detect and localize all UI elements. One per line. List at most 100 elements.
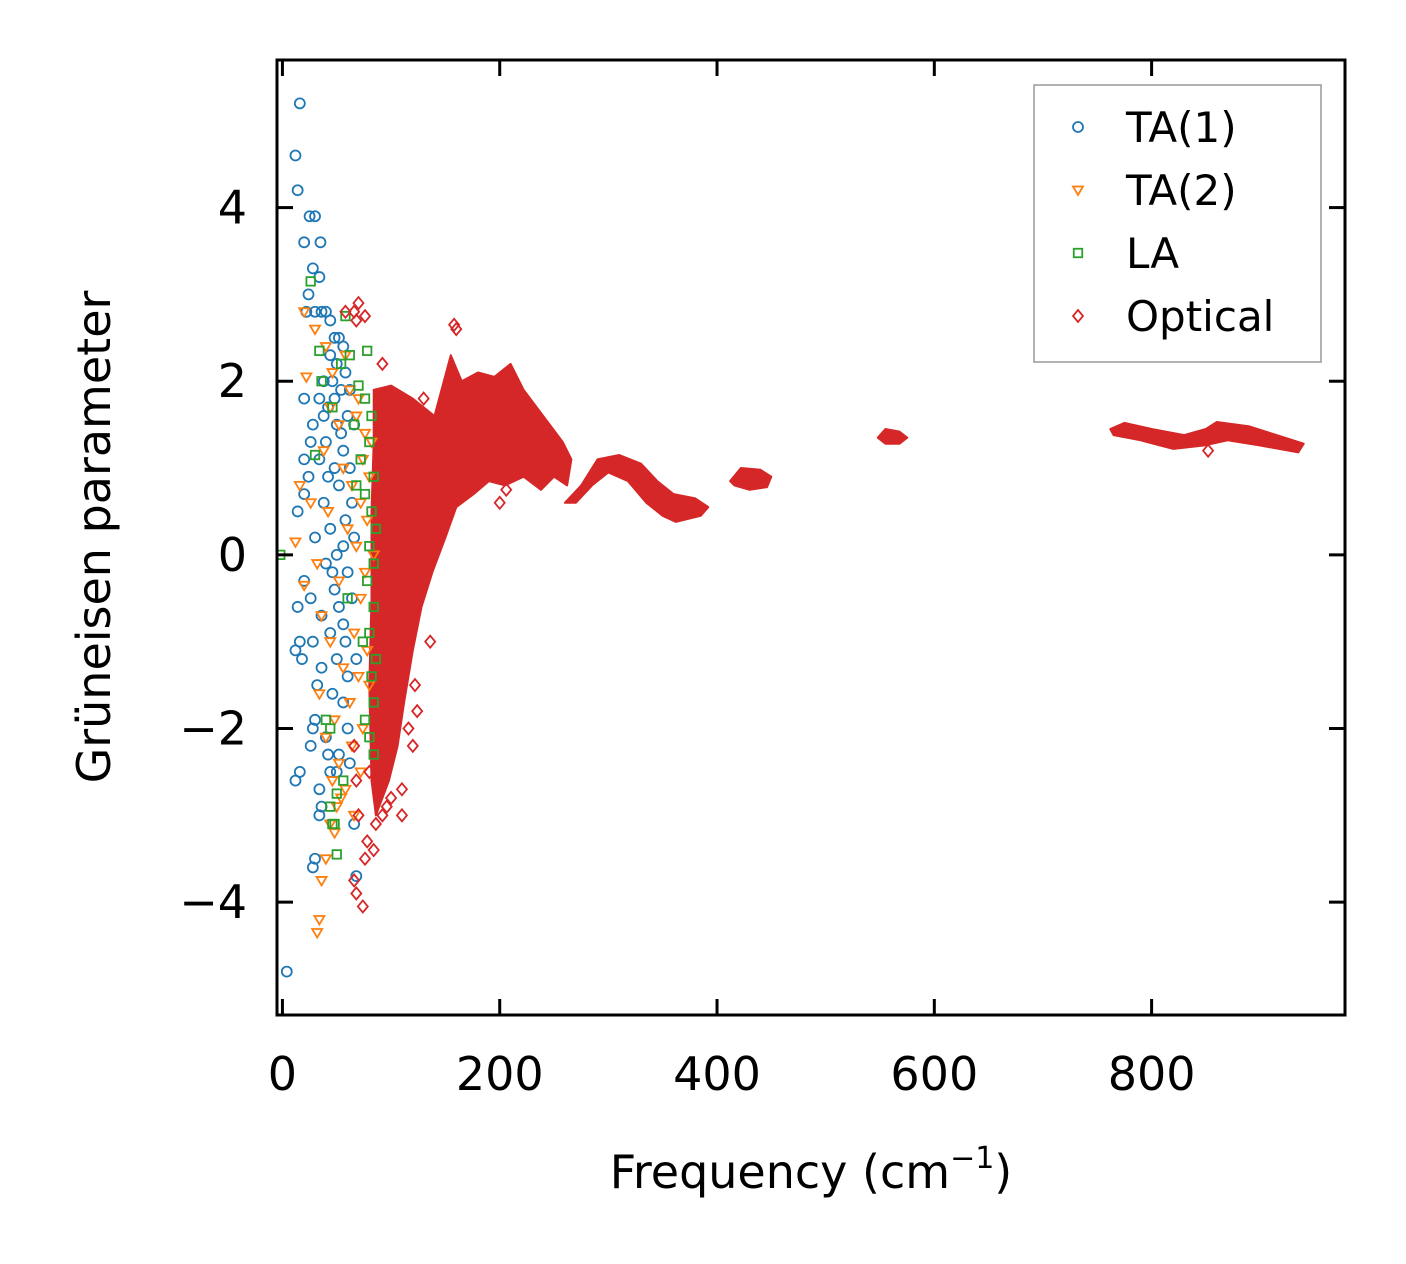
data-point: [357, 636, 368, 647]
legend-label: TA(2): [1125, 166, 1237, 215]
data-point: [395, 781, 409, 797]
legend-marker: [1072, 121, 1084, 133]
data-point: [309, 713, 321, 726]
data-point: [325, 801, 336, 812]
data-point: [359, 488, 371, 500]
data-point: [332, 758, 346, 771]
series-la: [277, 276, 382, 860]
data-point: [328, 715, 342, 727]
data-point: [298, 236, 311, 249]
data-point: [333, 479, 345, 492]
y-tick-label: 0: [218, 528, 247, 582]
data-point: [298, 453, 311, 466]
data-point: [366, 506, 377, 517]
data-point: [341, 524, 355, 536]
data-point: [328, 331, 341, 344]
data-point: [319, 732, 333, 744]
data-point: [354, 593, 368, 606]
data-point: [368, 749, 379, 760]
data-point: [402, 721, 415, 736]
data-point: [333, 601, 345, 613]
data-point: [340, 310, 351, 322]
data-point: [304, 592, 317, 605]
data-point: [351, 480, 362, 491]
data-point: [289, 149, 302, 162]
data-point: [303, 210, 316, 223]
data-point: [350, 886, 363, 901]
data-point: [364, 732, 375, 743]
data-point: [350, 653, 363, 665]
data-point: [341, 722, 354, 735]
optical-band-2: [563, 454, 710, 523]
data-point: [343, 698, 357, 710]
data-point: [304, 739, 317, 752]
data-point: [322, 470, 334, 483]
data-point: [376, 807, 389, 823]
legend-marker: [1072, 247, 1084, 259]
data-point: [361, 833, 374, 849]
legend-item: Optical: [1071, 292, 1274, 341]
data-point: [336, 463, 350, 475]
data-point: [376, 356, 389, 372]
data-point: [343, 385, 357, 397]
data-point: [309, 852, 321, 865]
data-point: [351, 672, 366, 684]
data-point: [370, 653, 382, 665]
plot-frame: [275, 58, 1347, 1017]
legend-label: Optical: [1126, 292, 1274, 341]
data-point: [317, 410, 330, 422]
data-point: [331, 849, 342, 860]
data-point: [314, 236, 327, 249]
optical-band-4: [876, 428, 909, 445]
series-optical: [339, 295, 1215, 914]
data-point: [364, 436, 375, 448]
legend-label: LA: [1126, 229, 1179, 278]
data-point: [384, 790, 398, 806]
data-point: [367, 550, 381, 562]
y-tick-label: −2: [179, 702, 247, 756]
axis-ticks: [277, 60, 1345, 1015]
data-point: [297, 307, 311, 319]
data-point: [341, 566, 354, 579]
data-point: [350, 773, 363, 788]
y-tick-label: 2: [218, 354, 247, 408]
data-point: [329, 818, 340, 830]
x-axis-label: Frequency (cm−1): [610, 1141, 1013, 1199]
legend-item: TA(1): [1072, 103, 1237, 152]
data-point: [328, 828, 342, 840]
x-axis-label-main: Frequency (cm: [610, 1145, 950, 1199]
data-point: [362, 345, 373, 356]
data-point: [500, 482, 513, 498]
data-point: [337, 540, 350, 553]
data-point: [291, 184, 304, 197]
data-point: [368, 471, 379, 482]
x-tick-label: 0: [268, 1047, 297, 1101]
data-point: [306, 722, 319, 735]
data-point: [408, 677, 422, 693]
data-point: [299, 372, 313, 384]
data-point: [338, 784, 353, 797]
data-point: [355, 454, 366, 465]
data-point: [305, 276, 316, 287]
data-point: [321, 507, 335, 519]
data-point: [358, 428, 372, 441]
data-point: [309, 531, 321, 544]
legend-label: TA(1): [1125, 103, 1237, 152]
data-point: [338, 775, 349, 786]
data-point: [313, 783, 326, 796]
data-point: [367, 842, 380, 858]
x-tick-label: 400: [673, 1047, 761, 1101]
data-point: [347, 810, 361, 823]
data-point: [404, 408, 417, 424]
optical-band-3: [729, 467, 773, 491]
data-point: [358, 567, 372, 580]
data-point: [315, 661, 328, 674]
data-point: [335, 427, 348, 440]
data-point: [343, 462, 356, 474]
data-point: [380, 799, 393, 815]
data-point: [347, 628, 361, 640]
y-tick-label: 4: [218, 181, 247, 235]
data-point: [332, 576, 346, 588]
data-point: [313, 809, 326, 822]
x-axis-label-end: ): [994, 1145, 1012, 1199]
